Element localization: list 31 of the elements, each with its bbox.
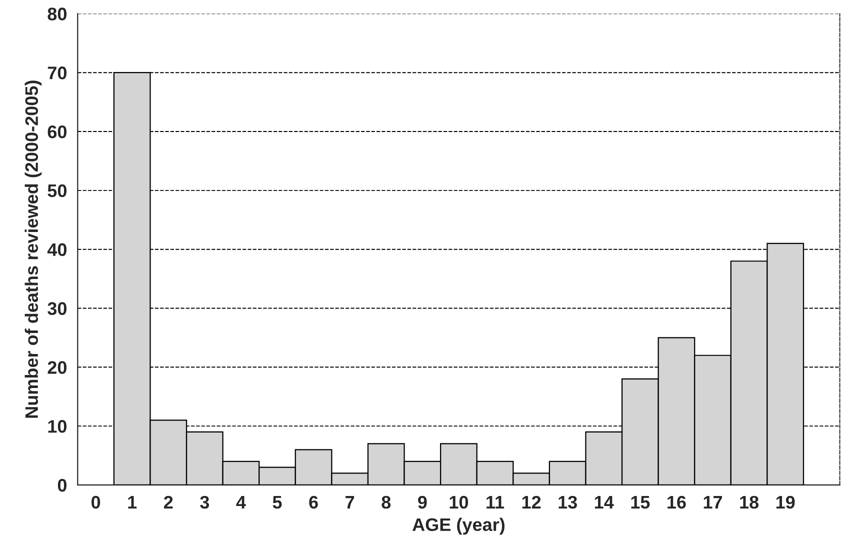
- y-tick-label: 10: [48, 420, 66, 433]
- y-axis-title: Number of deaths reviewed (2000-2005): [24, 80, 42, 418]
- y-tick-label: 70: [48, 66, 66, 80]
- x-tick-label: 0: [91, 496, 100, 509]
- y-tick-label: 30: [48, 302, 66, 315]
- x-tick-label: 7: [346, 496, 354, 508]
- x-tick-label: 4: [236, 496, 246, 508]
- x-tick-label: 10: [450, 496, 468, 509]
- y-tick-label: 0: [58, 478, 66, 492]
- x-tick-label: 19: [776, 496, 795, 509]
- y-tick-label: 20: [48, 361, 66, 374]
- x-tick-label: 17: [704, 496, 722, 508]
- x-tick-label: 12: [522, 496, 541, 508]
- x-tick-label: 18: [740, 496, 759, 509]
- x-tick-label: 9: [418, 496, 427, 509]
- y-tick-label: 80: [48, 8, 66, 20]
- x-tick-label: 3: [200, 496, 210, 509]
- x-tick-label: 15: [631, 496, 650, 509]
- x-tick-label: 5: [272, 496, 282, 509]
- x-tick-label: 2: [164, 496, 173, 508]
- x-tick-label: 1: [128, 496, 137, 508]
- x-axis-title: AGE (year): [412, 518, 504, 535]
- x-tick-label: 16: [668, 496, 686, 509]
- y-tick-label: 60: [48, 125, 66, 138]
- x-tick-label: 8: [382, 496, 391, 509]
- x-tick-label: 13: [558, 496, 577, 509]
- x-tick-label: 6: [309, 496, 318, 509]
- x-tick-label: 14: [594, 496, 614, 508]
- y-tick-label: 40: [47, 243, 66, 256]
- y-tick-label: 50: [48, 184, 66, 198]
- x-tick-label: 11: [486, 496, 504, 508]
